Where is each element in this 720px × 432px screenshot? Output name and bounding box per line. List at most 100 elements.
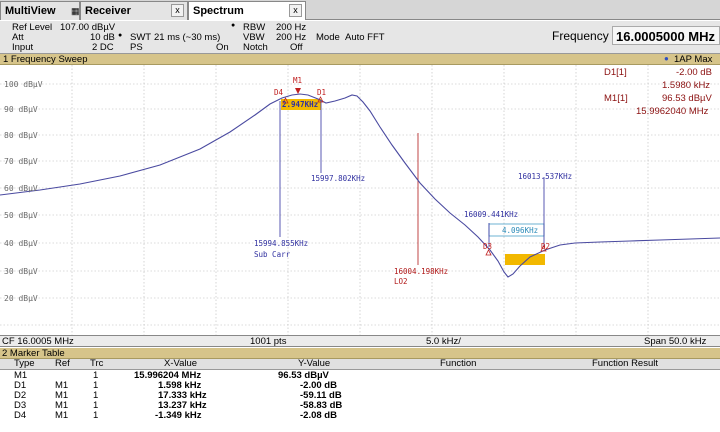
bandwidth-1-label: 2.947KHz — [282, 100, 319, 109]
y-tick-label: 30 dBµV — [4, 267, 38, 276]
att-label: Att — [12, 32, 24, 43]
col-function-result: Function Result — [592, 358, 659, 369]
y-tick-label: 100 dBµV — [4, 80, 43, 89]
sub-carr-label: Sub Carr — [254, 250, 291, 259]
d1-label: D1 — [317, 88, 327, 97]
sweep-points: 1001 pts — [250, 336, 287, 347]
col-x-value: X-Value — [164, 358, 198, 369]
d3-label: D3 — [483, 242, 493, 251]
cell-trc: 1 — [93, 370, 99, 381]
cell-type: D4 — [14, 410, 27, 421]
d1-marker-icon — [317, 96, 324, 103]
cell-y-value: 96.53 dBµV — [278, 370, 329, 381]
y-tick-label: 90 dBµV — [4, 105, 38, 114]
spectrum-plot[interactable]: 100 dBµV 90 dBµV 80 dBµV 70 dBµV 60 dBµV… — [0, 65, 720, 335]
att-value[interactable]: 10 dB — [90, 32, 115, 43]
frequency-value[interactable]: 16.0005000 MHz — [612, 26, 720, 45]
ref-level-value[interactable]: 107.00 dBµV — [60, 22, 116, 33]
y-tick-label: 70 dBµV — [4, 157, 38, 166]
cell-trc: 1 — [93, 410, 99, 421]
cell-type: D3 — [14, 400, 27, 411]
m1-info-label: M1[1] — [604, 93, 628, 104]
bandwidth-2-label: 4.096KHz — [502, 226, 539, 235]
cell-x-value: 1.598 kHz — [158, 380, 202, 391]
mode-label: Mode — [316, 32, 340, 43]
swt-label: SWT — [130, 32, 152, 43]
d4-label: D4 — [274, 88, 284, 97]
center-frequency: CF 16.0005 MHz — [2, 336, 74, 347]
notch-label: Notch — [243, 42, 268, 53]
trace-indicator-icon: ● — [664, 54, 669, 63]
vbw-label: VBW — [243, 32, 265, 43]
cell-y-value: -2.08 dB — [300, 410, 337, 421]
y-tick-label: 40 dBµV — [4, 239, 38, 248]
table-row[interactable]: D3 M1 1 13.237 kHz -58.83 dB — [0, 401, 720, 411]
freq-label-16004: 16004.198KHz — [394, 267, 449, 276]
d3-marker-icon — [485, 249, 492, 256]
cell-trc: 1 — [93, 400, 99, 411]
cell-x-value: 15.996204 MHz — [134, 370, 202, 381]
y-tick-label: 20 dBµV — [4, 294, 38, 303]
settings-panel: Ref Level 107.00 dBµV Att 10 dB Input 2 … — [0, 21, 720, 54]
cell-ref: M1 — [55, 380, 69, 391]
plot-canvas — [0, 65, 720, 335]
y-tick-label: 80 dBµV — [4, 131, 38, 140]
table-row[interactable]: D2 M1 1 17.333 kHz -59.11 dB — [0, 391, 720, 401]
tab-spectrum[interactable]: Spectrum x — [188, 1, 306, 20]
d1-info-label: D1[1] — [604, 67, 627, 78]
close-icon[interactable]: x — [289, 4, 302, 17]
col-function: Function — [440, 358, 477, 369]
lo2-label: LO2 — [394, 277, 408, 286]
rbw-indicator-icon: ● — [231, 22, 236, 29]
tab-bar: MultiView ▦ Receiver x Spectrum x — [0, 0, 720, 20]
cell-trc: 1 — [93, 380, 99, 391]
cell-x-value: 13.237 kHz — [158, 400, 207, 411]
cell-y-value: -59.11 dB — [300, 390, 342, 401]
freq-label-16009: 16009.441KHz — [464, 210, 519, 219]
rbw-value[interactable]: 200 Hz — [276, 22, 307, 33]
marker-table-title: 2 Marker Table — [2, 348, 65, 359]
table-row[interactable]: D1 M1 1 1.598 kHz -2.00 dB — [0, 381, 720, 391]
d1-info-level: -2.00 dB — [676, 67, 712, 78]
table-header-row: Type Ref Trc X-Value Y-Value Function Fu… — [0, 359, 720, 370]
m1-label: M1 — [293, 76, 303, 85]
table-row[interactable]: D4 M1 1 -1.349 kHz -2.08 dB — [0, 411, 720, 421]
cell-trc: 1 — [93, 390, 99, 401]
tab-receiver-label: Receiver — [85, 5, 131, 17]
mode-value[interactable]: Auto FFT — [345, 32, 385, 43]
rbw-label: RBW — [243, 22, 266, 33]
m1-info-freq: 15.9962040 MHz — [636, 106, 709, 117]
grid-icon: ▦ — [71, 6, 80, 16]
cell-ref: M1 — [55, 410, 69, 421]
ps-value[interactable]: On — [216, 42, 229, 53]
sweep-title: 1 Frequency Sweep — [3, 54, 88, 65]
freq-label-16013: 16013.537KHz — [518, 172, 573, 181]
table-row[interactable]: M1 1 15.996204 MHz 96.53 dBµV — [0, 371, 720, 381]
d4-marker-icon — [282, 97, 289, 104]
tab-spectrum-label: Spectrum — [193, 5, 244, 17]
marker-table-header: 2 Marker Table — [0, 348, 720, 359]
col-trc: Trc — [90, 358, 104, 369]
swt-value[interactable]: 21 ms (~30 ms) — [154, 32, 221, 43]
input-value[interactable]: 2 DC — [92, 42, 114, 53]
d2-label: D2 — [541, 242, 551, 251]
sweep-footer: CF 16.0005 MHz 1001 pts 5.0 kHz/ Span 50… — [0, 335, 720, 347]
col-y-value: Y-Value — [298, 358, 331, 369]
cell-ref: M1 — [55, 400, 69, 411]
y-tick-label: 60 dBµV — [4, 184, 38, 193]
bandwidth-highlight-2 — [505, 254, 545, 265]
ref-level-label: Ref Level — [12, 22, 53, 33]
tab-multiview[interactable]: MultiView ▦ — [0, 1, 80, 20]
vbw-value[interactable]: 200 Hz — [276, 32, 307, 43]
ps-label: PS — [130, 42, 143, 53]
tab-multiview-label: MultiView — [5, 5, 56, 17]
notch-value[interactable]: Off — [290, 42, 303, 53]
tab-receiver[interactable]: Receiver x — [80, 1, 188, 20]
frequency-label: Frequency — [552, 29, 609, 43]
m1-info-level: 96.53 dBµV — [662, 93, 712, 104]
m1-marker-icon — [295, 88, 301, 94]
trace-label: 1AP Max — [674, 54, 713, 65]
d1-info-freq: 1.5980 kHz — [662, 80, 711, 91]
cell-type: D1 — [14, 380, 27, 391]
close-icon[interactable]: x — [171, 4, 184, 17]
